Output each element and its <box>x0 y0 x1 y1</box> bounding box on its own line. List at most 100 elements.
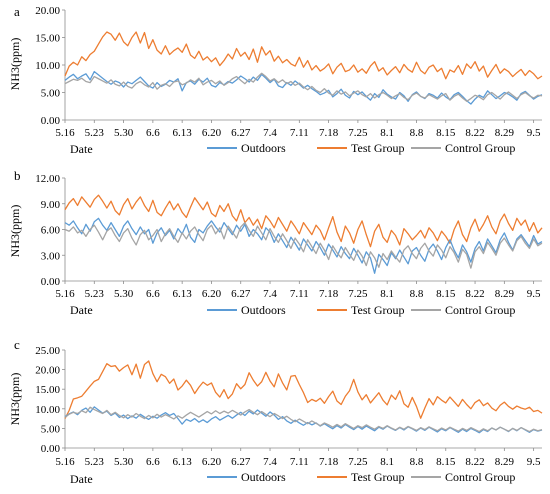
y-tick-label: 20.00 <box>35 5 60 17</box>
x-tick-label: 6.13 <box>173 288 193 300</box>
y-tick-label: 10.00 <box>35 404 60 416</box>
y-tick-label: 15.00 <box>35 384 60 396</box>
x-tick-label: 6.20 <box>202 456 222 468</box>
legend-label: Control Group <box>445 303 515 317</box>
legend-background <box>203 304 540 317</box>
x-tick-label: 7.11 <box>290 456 309 468</box>
y-tick-label: 0.00 <box>41 443 61 455</box>
y-tick-label: 3.00 <box>41 250 61 262</box>
x-axis-label: Date <box>70 142 93 156</box>
x-tick-label: 8.22 <box>465 127 484 139</box>
legend: Outdoors Test Group Control Group <box>203 141 540 155</box>
series-line-outdoors <box>64 70 543 105</box>
y-tick-label: 5.00 <box>41 88 61 100</box>
x-tick-label: 6.6 <box>146 127 160 139</box>
panel-label: b <box>14 168 21 183</box>
y-tick-label: 0.00 <box>41 115 61 127</box>
x-tick-label: 9.5 <box>527 127 541 139</box>
x-tick-label: 8.8 <box>410 456 424 468</box>
x-tick-label: 8.22 <box>465 288 484 300</box>
legend: Outdoors Test Group Control Group <box>203 470 540 484</box>
y-tick-label: 20.00 <box>35 365 60 377</box>
x-tick-label: 9.5 <box>527 288 541 300</box>
legend-background <box>203 471 540 484</box>
x-tick-label: 7.25 <box>348 288 368 300</box>
y-tick-label: 15.00 <box>35 33 60 45</box>
x-tick-label: 5.30 <box>114 288 134 300</box>
legend-label: Outdoors <box>241 141 286 155</box>
x-tick-label: 7.18 <box>319 288 339 300</box>
y-axis-label: NH3(ppm) <box>8 38 22 91</box>
x-tick-label: 8.15 <box>436 127 456 139</box>
x-tick-label: 5.30 <box>114 127 134 139</box>
x-tick-label: 8.1 <box>380 288 394 300</box>
x-tick-label: 8.15 <box>436 288 456 300</box>
x-tick-label: 6.6 <box>146 288 160 300</box>
x-tick-label: 8.29 <box>495 288 515 300</box>
y-tick-label: 10.00 <box>35 60 60 72</box>
x-tick-label: 8.29 <box>495 456 515 468</box>
x-tick-label: 7.4 <box>263 456 277 468</box>
x-tick-label: 7.11 <box>290 127 309 139</box>
chart-panel-a: a NH3(ppm) 0.00 5.00 10.00 15.00 20.00 5.16 5.23… <box>8 4 543 156</box>
legend-label: Outdoors <box>241 470 286 484</box>
x-tick-label: 7.25 <box>348 456 368 468</box>
legend-label: Control Group <box>445 470 515 484</box>
x-tick-label: 6.13 <box>173 456 193 468</box>
panel-label: c <box>14 337 20 352</box>
legend-label: Test Group <box>351 470 404 484</box>
legend-background <box>203 142 540 155</box>
x-tick-label: 6.13 <box>173 127 193 139</box>
x-tick-label: 8.29 <box>495 127 515 139</box>
x-tick-label: 8.1 <box>380 127 394 139</box>
x-tick-label: 8.15 <box>436 456 456 468</box>
x-tick-label: 7.4 <box>263 288 277 300</box>
y-tick-label: 5.00 <box>41 423 61 435</box>
y-tick-label: 6.00 <box>41 225 61 237</box>
series-line-test-group <box>64 31 543 80</box>
legend-label: Test Group <box>351 141 404 155</box>
series-line-control-group <box>64 406 543 433</box>
x-tick-label: 5.23 <box>85 456 105 468</box>
x-tick-label: 8.1 <box>380 456 394 468</box>
series-line-test-group <box>64 194 543 248</box>
legend-label: Control Group <box>445 141 515 155</box>
x-tick-label: 5.23 <box>85 288 105 300</box>
y-axis-label: NH3(ppm) <box>8 373 22 426</box>
legend-label: Outdoors <box>241 303 286 317</box>
panel-label: a <box>14 4 20 19</box>
x-tick-label: 6.27 <box>231 288 251 300</box>
x-tick-label: 8.8 <box>410 127 424 139</box>
legend-label: Test Group <box>351 303 404 317</box>
x-tick-label: 7.25 <box>348 127 368 139</box>
x-tick-label: 5.16 <box>55 456 75 468</box>
y-tick-label: 12.00 <box>35 173 60 185</box>
x-tick-label: 6.27 <box>231 127 251 139</box>
y-tick-label: 9.00 <box>41 199 61 211</box>
x-tick-label: 5.16 <box>55 288 75 300</box>
x-tick-label: 5.23 <box>85 127 105 139</box>
x-tick-label: 6.20 <box>202 288 222 300</box>
x-tick-label: 9.5 <box>527 456 541 468</box>
x-tick-label: 7.11 <box>290 288 309 300</box>
x-axis-label: Date <box>70 472 93 486</box>
series-line-control-group <box>64 221 543 269</box>
x-tick-label: 7.4 <box>263 127 277 139</box>
y-tick-label: 25.00 <box>35 345 60 357</box>
legend: Outdoors Test Group Control Group <box>203 303 540 317</box>
x-tick-label: 5.16 <box>55 127 75 139</box>
x-tick-label: 7.18 <box>319 456 339 468</box>
y-axis-label: NH3(ppm) <box>8 205 22 258</box>
x-tick-label: 6.6 <box>146 456 160 468</box>
chart-panel-c: c NH3(ppm) 0.00 5.00 10.00 15.00 20.00 25.00 5.1… <box>8 337 543 486</box>
series-line-control-group <box>64 72 543 102</box>
x-tick-label: 8.22 <box>465 456 484 468</box>
x-tick-label: 6.27 <box>231 456 251 468</box>
x-tick-label: 8.8 <box>410 288 424 300</box>
series-line-outdoors <box>64 217 543 274</box>
series-line-test-group <box>64 360 543 419</box>
x-axis-label: Date <box>70 303 93 317</box>
chart-panel-b: b NH3(ppm) 0.00 3.00 6.00 9.00 12.00 5.16 5.23 5.… <box>8 168 543 317</box>
